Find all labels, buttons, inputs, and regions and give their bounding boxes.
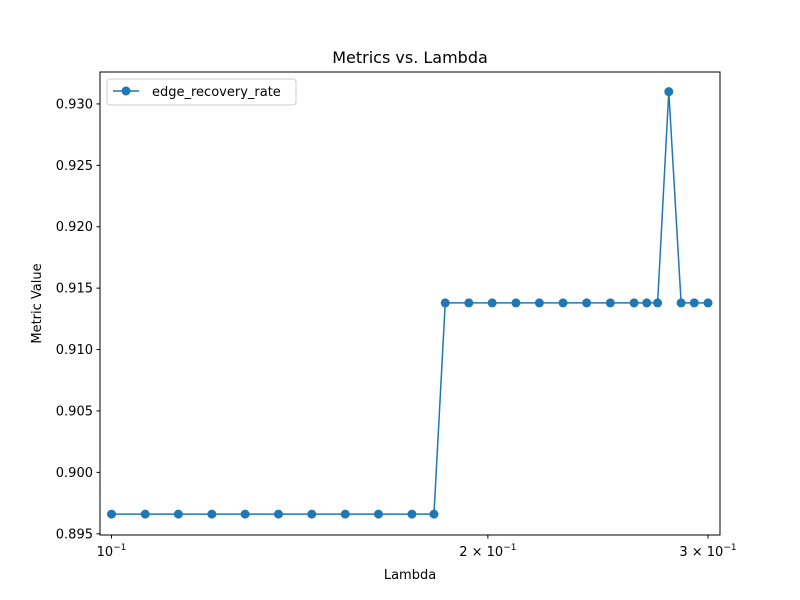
legend: edge_recovery_rate (106, 78, 297, 106)
x-axis: 10−1 2 × 10−1 3 × 10−1 (97, 535, 737, 560)
data-point (534, 298, 544, 308)
data-point (511, 298, 521, 308)
data-point (558, 298, 568, 308)
data-point (487, 298, 497, 308)
y-axis-label: Metric Value (30, 263, 45, 343)
x-tick-label: 10−1 (97, 543, 127, 560)
data-point (307, 509, 317, 519)
data-point (373, 509, 383, 519)
x-axis-label: Lambda (384, 568, 436, 583)
data-point (703, 298, 713, 308)
legend-marker-swatch (121, 86, 131, 96)
data-point (464, 298, 474, 308)
data-point (440, 298, 450, 308)
data-point (407, 509, 417, 519)
y-tick-label: 0.905 (56, 404, 93, 419)
y-tick-label: 0.930 (56, 97, 93, 112)
y-tick-label: 0.925 (56, 159, 93, 174)
data-point (642, 298, 652, 308)
data-point (107, 509, 117, 519)
plot-area (107, 87, 713, 519)
plot-frame (99, 71, 721, 536)
data-point (273, 509, 283, 519)
y-tick-label: 0.900 (56, 466, 93, 481)
data-point (340, 509, 350, 519)
data-point (605, 298, 615, 308)
data-point (582, 298, 592, 308)
legend-box (106, 78, 297, 106)
data-point (653, 298, 663, 308)
x-tick-label: 3 × 10−1 (679, 543, 736, 560)
y-tick-label: 0.910 (56, 343, 93, 358)
data-point (429, 509, 439, 519)
data-point (207, 509, 217, 519)
data-point (689, 298, 699, 308)
data-point (676, 298, 686, 308)
data-point (664, 87, 674, 97)
data-point (629, 298, 639, 308)
data-point (173, 509, 183, 519)
y-axis: 0.895 0.900 0.905 0.910 0.915 0.920 0.925 0.930 (56, 97, 100, 542)
chart-title: Metrics vs. Lambda (332, 48, 488, 67)
data-point (240, 509, 250, 519)
y-tick-label: 0.915 (56, 282, 93, 297)
x-tick-label: 2 × 10−1 (459, 543, 516, 560)
data-point (140, 509, 150, 519)
y-tick-label: 0.920 (56, 220, 93, 235)
legend-label: edge_recovery_rate (152, 85, 281, 100)
y-tick-label: 0.895 (56, 527, 93, 542)
